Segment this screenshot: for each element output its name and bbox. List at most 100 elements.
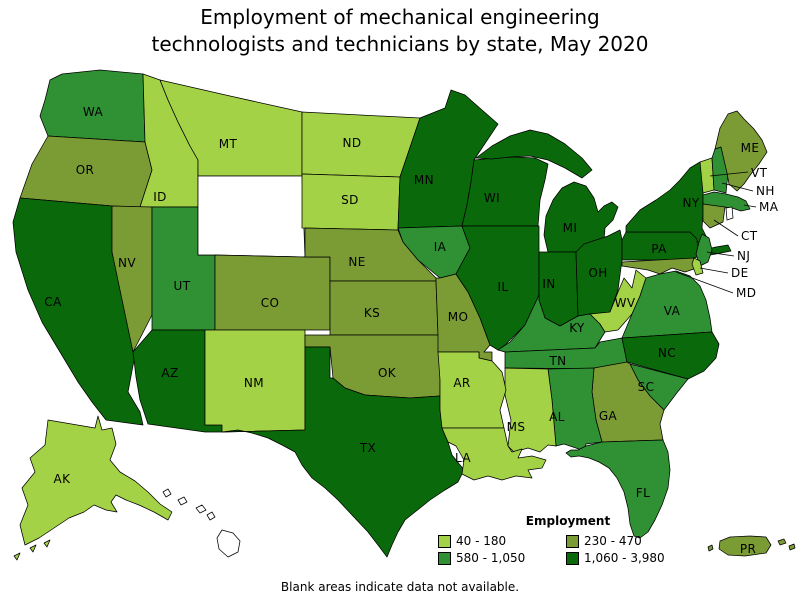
state-label-NC: NC — [658, 346, 676, 360]
state-label-GA: GA — [599, 409, 618, 423]
state-NC[interactable] — [621, 331, 720, 380]
legend-label-bin3: 580 - 1,050 — [456, 551, 526, 565]
state-label-MI: MI — [563, 221, 578, 235]
state-callout-label-NH: NH — [756, 184, 775, 198]
state-label-VA: VA — [664, 304, 681, 318]
state-DE[interactable] — [691, 257, 704, 276]
legend-swatch-bin1 — [438, 534, 451, 548]
state-label-WA: WA — [83, 105, 104, 119]
state-WI[interactable] — [461, 156, 549, 227]
callout-line-NH — [721, 182, 754, 192]
state-callout-label-VT: VT — [751, 166, 768, 180]
state-TX[interactable] — [221, 346, 465, 558]
state-label-NM: NM — [244, 376, 264, 390]
state-HI-1 — [162, 488, 172, 498]
callout-line-MA — [743, 204, 757, 208]
state-AR[interactable] — [437, 351, 507, 429]
state-label-OR: OR — [76, 163, 95, 177]
state-label-UT: UT — [174, 279, 191, 293]
state-WY[interactable] — [197, 175, 306, 258]
legend-item-bin4: 1,060 - 3,980 — [566, 551, 698, 565]
state-label-KS: KS — [364, 306, 380, 320]
state-label-SC: SC — [638, 380, 655, 394]
state-label-KY: KY — [569, 321, 585, 335]
state-NV[interactable] — [111, 205, 153, 353]
state-label-AL: AL — [549, 410, 565, 424]
state-label-NE: NE — [348, 255, 365, 269]
chart-title-line2: technologists and technicians by state, … — [151, 32, 649, 56]
legend: Employment 40 - 180 230 - 470 580 - 1,05… — [438, 514, 698, 565]
state-label-MO: MO — [448, 310, 469, 324]
state-KS[interactable] — [329, 280, 439, 336]
state-label-TX: TX — [359, 441, 376, 455]
state-MT[interactable] — [159, 79, 303, 177]
state-label-LA: LA — [455, 451, 471, 465]
state-KY[interactable] — [497, 294, 606, 353]
callout-line-VT — [709, 171, 749, 177]
footnote: Blank areas indicate data not available. — [280, 580, 520, 594]
state-label-OK: OK — [378, 366, 397, 380]
state-callout-label-CT: CT — [741, 229, 758, 243]
callout-line-MD — [675, 271, 734, 294]
legend-item-bin2: 230 - 470 — [566, 534, 698, 548]
legend-item-bin3: 580 - 1,050 — [438, 551, 566, 565]
state-AK-I2 — [13, 552, 21, 561]
state-label-MT: MT — [219, 137, 238, 151]
state-AK-I1 — [29, 544, 37, 553]
state-ME[interactable] — [714, 110, 768, 192]
state-label-MS: MS — [507, 420, 526, 434]
state-MI-UP — [475, 129, 593, 179]
state-PR-E1 — [777, 538, 787, 546]
state-label-ND: ND — [342, 136, 361, 150]
state-MS[interactable] — [504, 367, 557, 453]
state-callout-label-MD: MD — [736, 286, 756, 300]
state-CO[interactable] — [214, 254, 331, 331]
state-AK[interactable] — [19, 415, 173, 546]
chart-title: Employment of mechanical engineering tec… — [0, 4, 800, 58]
state-HI-2 — [177, 496, 188, 506]
legend-swatch-bin2 — [566, 534, 579, 548]
state-label-PR: PR — [740, 542, 756, 556]
state-label-WI: WI — [484, 191, 500, 205]
state-VA[interactable] — [621, 270, 713, 339]
state-HI-4 — [206, 511, 216, 521]
state-label-CO: CO — [261, 296, 280, 310]
state-label-SD: SD — [341, 193, 359, 207]
legend-label-bin2: 230 - 470 — [584, 534, 642, 548]
callout-line-NJ — [706, 251, 735, 257]
legend-label-bin1: 40 - 180 — [456, 534, 507, 548]
state-label-OH: OH — [588, 266, 607, 280]
state-label-NV: NV — [118, 256, 136, 270]
state-PR-E2 — [788, 543, 796, 551]
state-label-ID: ID — [153, 190, 167, 204]
state-callout-label-MA: MA — [759, 200, 779, 214]
legend-swatch-bin3 — [438, 551, 451, 565]
state-FL[interactable] — [565, 439, 671, 539]
callout-line-DE — [699, 267, 729, 274]
state-RI — [725, 206, 734, 221]
state-HI-5 — [216, 529, 241, 558]
state-LA[interactable] — [441, 427, 547, 481]
state-label-MN: MN — [414, 173, 434, 187]
state-NJ[interactable] — [695, 233, 713, 267]
legend-swatch-bin4 — [566, 551, 579, 565]
state-PR-W — [707, 544, 714, 552]
state-label-AK: AK — [54, 472, 72, 486]
state-AK-I3 — [43, 539, 51, 548]
state-callout-label-NJ: NJ — [737, 249, 750, 263]
state-label-AZ: AZ — [161, 366, 178, 380]
state-label-ME: ME — [741, 141, 760, 155]
state-label-AR: AR — [453, 376, 470, 390]
state-CT[interactable] — [702, 203, 726, 229]
state-label-FL: FL — [636, 486, 650, 500]
legend-label-bin4: 1,060 - 3,980 — [584, 551, 665, 565]
chart-title-line1: Employment of mechanical engineering — [200, 5, 600, 29]
state-label-NY: NY — [682, 196, 699, 210]
state-MD[interactable] — [621, 257, 698, 275]
callout-line-CT — [713, 219, 739, 237]
legend-grid: 40 - 180 230 - 470 580 - 1,050 1,060 - 3… — [438, 534, 698, 565]
state-PR[interactable] — [718, 535, 772, 557]
state-label-IA: IA — [434, 240, 447, 254]
state-callout-label-DE: DE — [731, 266, 749, 280]
